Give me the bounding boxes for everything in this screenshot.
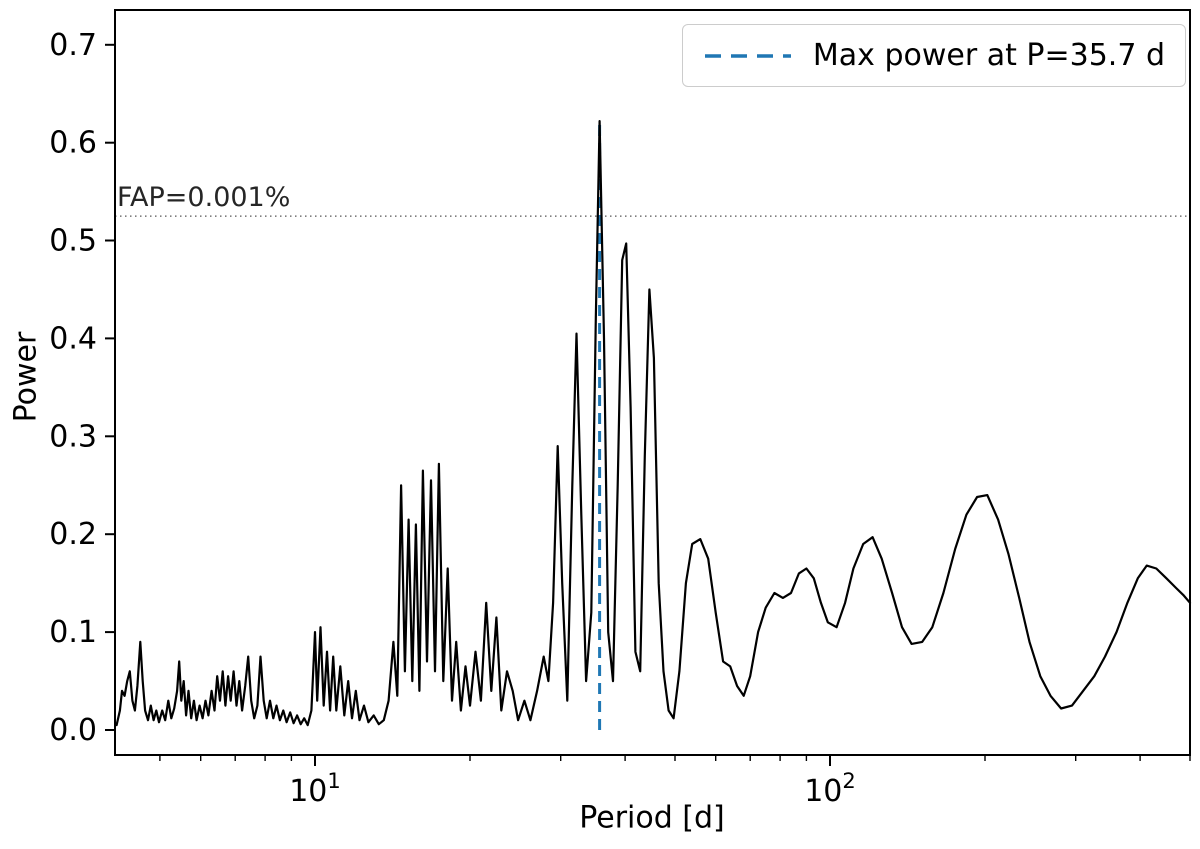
- svg-text:0.2: 0.2: [49, 517, 97, 552]
- svg-text:0.6: 0.6: [49, 126, 97, 161]
- y-axis-label: Power: [8, 331, 44, 423]
- legend-label: Max power at P=35.7 d: [812, 38, 1165, 73]
- fap-threshold-label: FAP=0.001%: [117, 182, 291, 214]
- svg-text:0.1: 0.1: [49, 615, 97, 650]
- svg-text:102: 102: [804, 769, 856, 809]
- svg-text:0.5: 0.5: [49, 224, 97, 259]
- legend: Max power at P=35.7 d: [681, 24, 1186, 87]
- x-axis-label: Period [d]: [579, 800, 725, 836]
- dashed-line-icon: [704, 53, 791, 58]
- svg-text:101: 101: [289, 769, 341, 809]
- svg-text:0.3: 0.3: [49, 419, 97, 454]
- svg-text:0.4: 0.4: [49, 321, 97, 356]
- svg-text:0.0: 0.0: [49, 713, 97, 748]
- svg-text:0.7: 0.7: [49, 28, 97, 63]
